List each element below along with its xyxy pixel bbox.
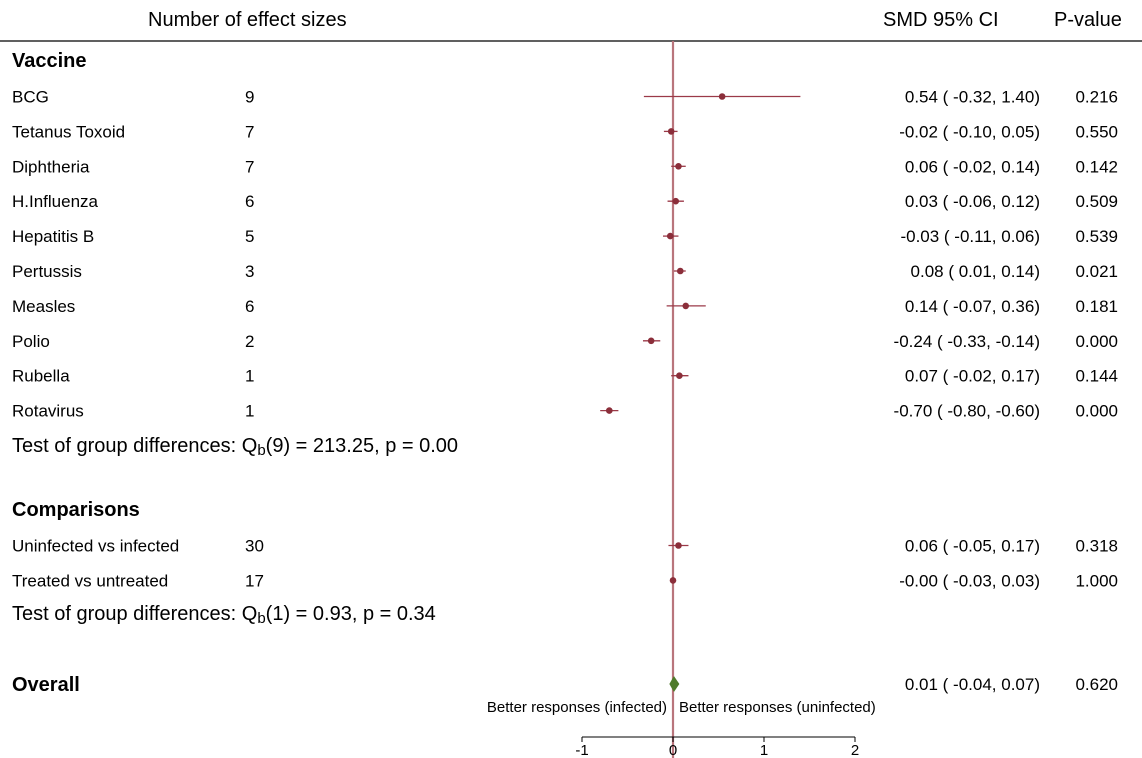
effect-point xyxy=(672,197,680,205)
effect-point xyxy=(718,93,726,100)
row-count: 17 xyxy=(245,571,264,590)
group-test-prefix: Test of group differences: Q xyxy=(12,603,257,625)
row-count: 30 xyxy=(245,537,264,556)
effect-point xyxy=(667,128,675,135)
group-test-sub: b xyxy=(257,442,265,459)
row-pvalue: 0.509 xyxy=(1075,192,1118,211)
row-ci-text: -0.03 ( -0.11, 0.06) xyxy=(900,227,1040,246)
row-count: 1 xyxy=(245,402,254,421)
row-pvalue: 0.142 xyxy=(1075,157,1118,176)
row-label: Diphtheria xyxy=(12,157,90,176)
overall-pvalue: 0.620 xyxy=(1075,675,1118,694)
row-ci-text: 0.03 ( -0.06, 0.12) xyxy=(905,192,1040,211)
header-pvalue: P-value xyxy=(1054,9,1122,31)
effect-point xyxy=(675,542,682,549)
x-tick-label: -1 xyxy=(575,742,588,758)
row-pvalue: 0.318 xyxy=(1075,537,1118,556)
row-count: 3 xyxy=(245,262,254,281)
x-tick-label: 0 xyxy=(669,742,677,758)
effect-point xyxy=(682,302,690,310)
group-test-suffix: (1) = 0.93, p = 0.34 xyxy=(266,603,436,625)
group-test: Test of group differences: Qb(1) = 0.93,… xyxy=(12,603,436,627)
row-ci-text: -0.02 ( -0.10, 0.05) xyxy=(899,122,1040,141)
row-ci-text: 0.06 ( -0.02, 0.14) xyxy=(905,157,1040,176)
row-count: 7 xyxy=(245,157,254,176)
row-label: Treated vs untreated xyxy=(12,571,168,590)
effect-point xyxy=(666,232,674,240)
row-label: Pertussis xyxy=(12,262,82,281)
overall-diamond xyxy=(669,676,680,692)
group-title: Vaccine xyxy=(12,50,87,72)
effect-point xyxy=(676,267,684,275)
effect-point xyxy=(669,577,677,584)
row-count: 1 xyxy=(245,367,254,386)
row-pvalue: 0.000 xyxy=(1075,332,1118,351)
row-count: 6 xyxy=(245,192,254,211)
row-pvalue: 0.216 xyxy=(1075,88,1118,107)
row-label: BCG xyxy=(12,88,49,107)
group-title: Comparisons xyxy=(12,499,140,521)
row-label: Measles xyxy=(12,297,75,316)
row-label: Hepatitis B xyxy=(12,227,94,246)
row-pvalue: 1.000 xyxy=(1075,571,1118,590)
row-pvalue: 0.000 xyxy=(1075,402,1118,421)
row-ci-text: 0.06 ( -0.05, 0.17) xyxy=(905,537,1040,556)
row-pvalue: 0.021 xyxy=(1075,262,1118,281)
marks-layer xyxy=(600,41,801,758)
row-label: Rotavirus xyxy=(12,402,84,421)
effect-point xyxy=(675,163,682,170)
row-ci-text: -0.00 ( -0.03, 0.03) xyxy=(899,571,1040,590)
x-tick-label: 1 xyxy=(760,742,768,758)
effect-point xyxy=(647,337,655,345)
group-test-sub: b xyxy=(257,610,265,627)
row-count: 2 xyxy=(245,332,254,351)
group-test: Test of group differences: Qb(9) = 213.2… xyxy=(12,435,458,459)
overall-label: Overall xyxy=(12,674,80,696)
effect-point xyxy=(676,372,683,380)
row-label: Tetanus Toxoid xyxy=(12,122,125,141)
header-smd: SMD 95% CI xyxy=(883,9,999,31)
row-label: H.Influenza xyxy=(12,192,99,211)
row-ci-text: 0.14 ( -0.07, 0.36) xyxy=(905,297,1040,316)
row-count: 9 xyxy=(245,88,254,107)
header-count: Number of effect sizes xyxy=(148,9,347,31)
group-test-suffix: (9) = 213.25, p = 0.00 xyxy=(266,435,458,457)
rows-layer: Vaccine BCG 9 0.54 ( -0.32, 1.40) 0.216 Tetan… xyxy=(12,50,1118,716)
row-ci-text: 0.07 ( -0.02, 0.17) xyxy=(905,367,1040,386)
row-count: 7 xyxy=(245,122,254,141)
row-label: Polio xyxy=(12,332,50,351)
row-ci-text: 0.54 ( -0.32, 1.40) xyxy=(905,88,1040,107)
row-pvalue: 0.181 xyxy=(1075,297,1118,316)
row-ci-text: 0.08 ( 0.01, 0.14) xyxy=(911,262,1040,281)
row-ci-text: -0.70 ( -0.80, -0.60) xyxy=(894,402,1040,421)
effect-point xyxy=(606,407,613,414)
overall-ci-text: 0.01 ( -0.04, 0.07) xyxy=(905,675,1040,694)
row-label: Uninfected vs infected xyxy=(12,537,179,556)
annotation-left: Better responses (infected) xyxy=(487,699,667,716)
annotation-right: Better responses (uninfected) xyxy=(679,699,876,716)
row-pvalue: 0.539 xyxy=(1075,227,1118,246)
row-count: 6 xyxy=(245,297,254,316)
row-count: 5 xyxy=(245,227,254,246)
group-test-prefix: Test of group differences: Q xyxy=(12,435,257,457)
row-pvalue: 0.144 xyxy=(1075,367,1118,386)
row-ci-text: -0.24 ( -0.33, -0.14) xyxy=(894,332,1040,351)
x-tick-label: 2 xyxy=(851,742,859,758)
row-label: Rubella xyxy=(12,367,70,386)
x-axis: -1 0 1 2 xyxy=(575,736,859,758)
row-pvalue: 0.550 xyxy=(1075,122,1118,141)
